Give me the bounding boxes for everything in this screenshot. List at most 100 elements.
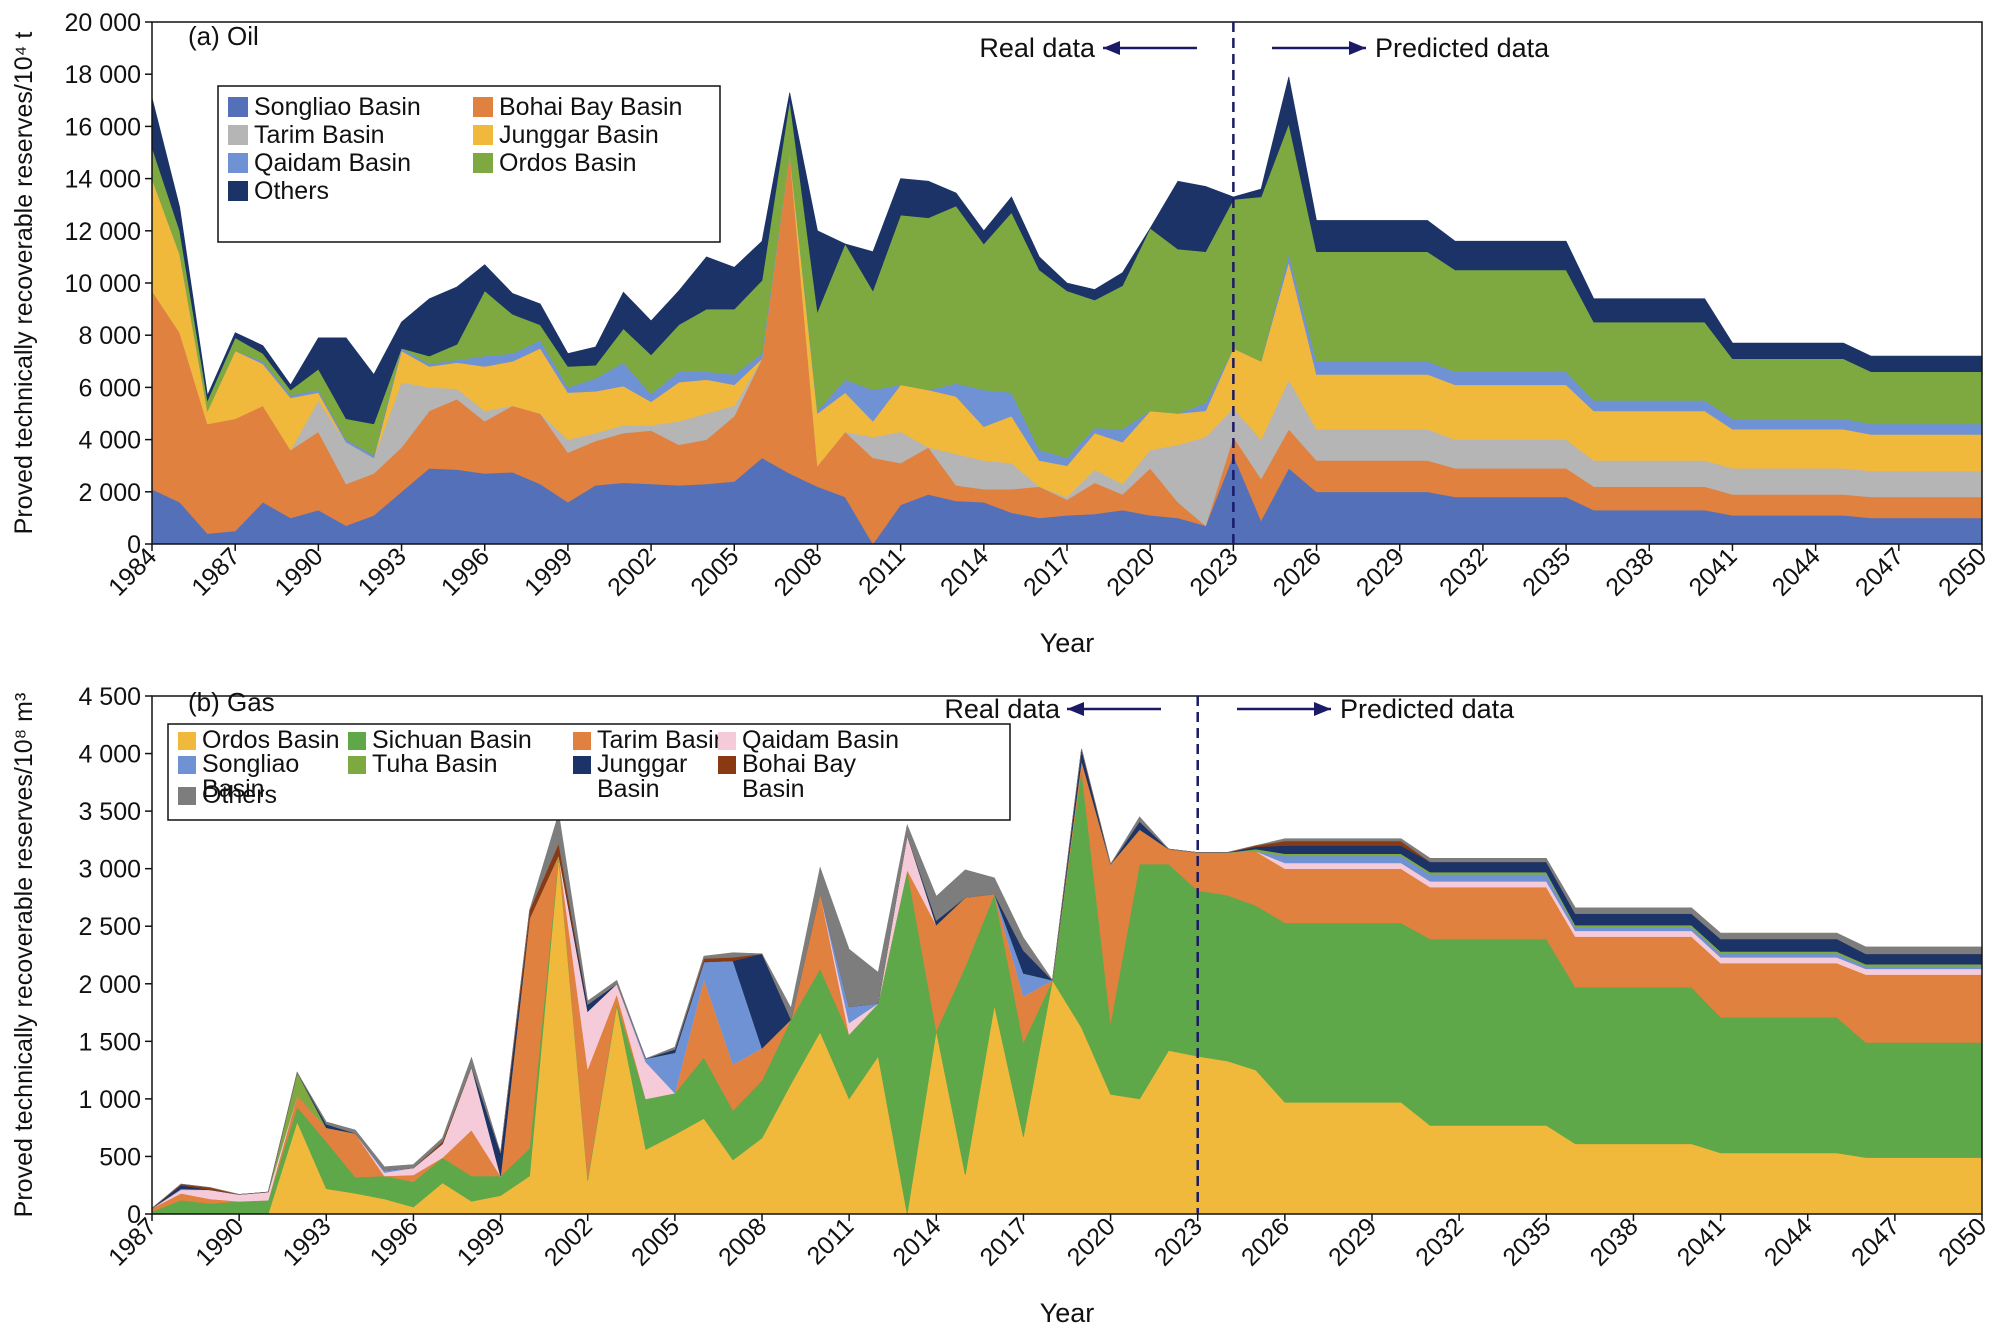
- gas-y-tick-label: 2 000: [78, 971, 141, 999]
- gas-legend-swatch: [573, 756, 591, 774]
- gas-legend-swatch: [718, 732, 736, 750]
- gas-legend-item-others: Others: [178, 781, 277, 809]
- oil-x-tick-label: 2050: [1933, 542, 1992, 601]
- gas-x-tick-label: 2020: [1062, 1212, 1121, 1271]
- oil-legend-label: Qaidam Basin: [254, 149, 411, 177]
- oil-x-tick-label: 1999: [519, 542, 578, 601]
- oil-y-tick-label: 12 000: [65, 218, 141, 246]
- oil-real-data-label: Real data: [979, 33, 1096, 63]
- gas-legend-label: Others: [202, 781, 277, 809]
- oil-panel-label: (a) Oil: [188, 21, 259, 51]
- gas-real-data-label: Real data: [944, 694, 1061, 724]
- gas-legend: Ordos Basin Sichuan Basin Tarim Basin Qaida…: [167, 723, 1011, 821]
- gas-legend-label: Bohai Bay Basin: [742, 750, 856, 803]
- gas-legend-item-tarim-basin: Tarim Basin: [573, 726, 728, 754]
- oil-y-tick-label: 16 000: [65, 113, 141, 141]
- gas-y-tick-label: 0: [127, 1201, 141, 1229]
- oil-x-tick-label: 2017: [1018, 542, 1077, 601]
- oil-x-tick-label: 1987: [186, 542, 245, 601]
- gas-legend-item-sichuan-basin: Sichuan Basin: [348, 726, 532, 754]
- oil-legend-item-junggar-basin: Junggar Basin: [473, 121, 659, 149]
- oil-area-layers: [151, 76, 1983, 545]
- oil-legend-swatch: [473, 153, 493, 173]
- gas-x-tick-label: 2050: [1933, 1212, 1992, 1271]
- oil-x-tick-label: 1984: [103, 542, 162, 601]
- gas-y-tick-label: 3 500: [78, 798, 141, 826]
- oil-x-tick-label: 2026: [1268, 542, 1327, 601]
- oil-legend-item-others: Others: [228, 177, 329, 205]
- oil-plot-frame: [151, 21, 1983, 545]
- oil-legend-swatch: [228, 181, 248, 201]
- oil-legend-swatch: [228, 125, 248, 145]
- oil-x-tick-label: 2032: [1434, 542, 1493, 601]
- gas-predicted-arrow: [1237, 702, 1331, 716]
- gas-legend-item-tuha-basin: Tuha Basin: [348, 750, 498, 778]
- oil-y-tick-label: 18 000: [65, 61, 141, 89]
- gas-x-tick-label: 2014: [887, 1212, 946, 1271]
- gas-legend-label: Sichuan Basin: [372, 726, 532, 754]
- gas-x-tick-label: 2011: [802, 1212, 860, 1270]
- oil-x-tick-label: 2023: [1184, 542, 1243, 601]
- gas-x-tick-label: 2026: [1236, 1212, 1295, 1271]
- gas-x-tick-label: 2023: [1149, 1212, 1208, 1271]
- oil-x-tick-label: 1990: [269, 542, 328, 601]
- gas-x-tick-label: 2029: [1323, 1212, 1382, 1271]
- gas-legend-item-bohai-bay-basin: Bohai Bay Basin: [718, 750, 856, 803]
- gas-x-tick-label: 2002: [539, 1212, 598, 1271]
- gas-y-tick-label: 4 500: [78, 683, 141, 711]
- oil-x-tick-label: 2002: [602, 542, 661, 601]
- oil-y-tick-label: 0: [127, 531, 141, 559]
- gas-y-tick-label: 500: [99, 1143, 141, 1171]
- gas-legend-item-songliao-basin: Songliao Basin: [178, 750, 299, 803]
- gas-x-tick-label: 1990: [190, 1212, 249, 1271]
- oil-x-tick-label: 2014: [935, 542, 994, 601]
- oil-y-tick-label: 14 000: [65, 166, 141, 194]
- oil-x-tick-label: 1993: [353, 542, 412, 601]
- oil-legend-swatch: [228, 153, 248, 173]
- gas-panel-label: (b) Gas: [188, 687, 275, 717]
- gas-legend-swatch: [348, 732, 366, 750]
- gas-x-tick-label: 2047: [1846, 1212, 1905, 1271]
- oil-legend-item-ordos-basin: Ordos Basin: [473, 149, 637, 177]
- oil-y-tick-label: 2 000: [78, 479, 141, 507]
- oil-legend: Songliao Basin Bohai Bay Basin Tarim Basin…: [217, 85, 721, 243]
- gas-real-arrow: [1067, 702, 1161, 716]
- gas-legend-label: Tarim Basin: [597, 726, 728, 754]
- gas-x-tick-label: 1987: [103, 1212, 162, 1271]
- gas-legend-item-ordos-basin: Ordos Basin: [178, 726, 340, 754]
- gas-legend-swatch: [718, 756, 736, 774]
- oil-legend-swatch: [473, 125, 493, 145]
- gas-legend-label: Tuha Basin: [372, 750, 498, 778]
- gas-y-tick-label: 3 000: [78, 856, 141, 884]
- gas-legend-swatch: [573, 732, 591, 750]
- oil-x-tick-label: 1996: [436, 542, 495, 601]
- gas-x-tick-label: 2017: [975, 1212, 1034, 1271]
- oil-panel: 0 2 000 4 000 6 000 8 000 10 000 12 000 14 000 1…: [10, 9, 1992, 658]
- gas-legend-swatch: [178, 787, 196, 805]
- oil-real-arrow: [1103, 41, 1197, 55]
- oil-y-axis-label: Proved technically recoverable reserves/…: [10, 32, 38, 535]
- oil-legend-item-tarim-basin: Tarim Basin: [228, 121, 385, 149]
- gas-x-tick-label: 2032: [1410, 1212, 1469, 1271]
- gas-x-tick-label: 1993: [277, 1212, 336, 1271]
- oil-legend-item-bohai-bay-basin: Bohai Bay Basin: [473, 93, 682, 121]
- oil-x-tick-label: 2011: [853, 542, 911, 600]
- gas-x-tick-label: 2041: [1672, 1212, 1731, 1271]
- gas-x-tick-label: 2038: [1585, 1212, 1644, 1271]
- gas-y-tick-label: 1 500: [78, 1028, 141, 1056]
- gas-plot-frame: [151, 695, 1983, 1215]
- oil-legend-label: Tarim Basin: [254, 121, 385, 149]
- oil-legend-swatch: [473, 97, 493, 117]
- oil-x-tick-label: 2044: [1767, 542, 1826, 601]
- oil-predicted-arrow: [1272, 41, 1366, 55]
- oil-legend-box: [217, 85, 721, 243]
- gas-legend-swatch: [348, 756, 366, 774]
- oil-legend-label: Bohai Bay Basin: [499, 93, 682, 121]
- gas-legend-label: Songliao Basin: [202, 750, 299, 803]
- gas-x-axis-label: Year: [1040, 1298, 1095, 1328]
- gas-x-tick-label: 2008: [713, 1212, 772, 1271]
- gas-legend-item-qaidam-basin: Qaidam Basin: [718, 726, 899, 754]
- oil-y-tick-label: 6 000: [78, 374, 141, 402]
- oil-predicted-data-label: Predicted data: [1375, 33, 1550, 63]
